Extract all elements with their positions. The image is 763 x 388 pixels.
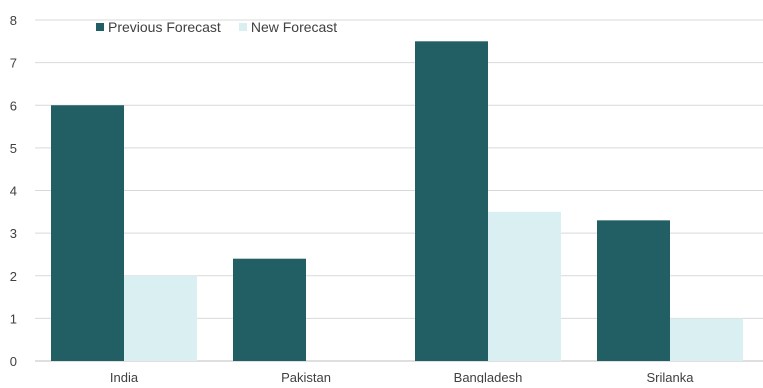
bar-previous-forecast-srilanka (597, 220, 670, 361)
x-axis-ticks: India Pakistan Bangladesh Srilanka (110, 370, 695, 385)
legend-swatch-previous-forecast (96, 23, 104, 31)
y-tick-label: 5 (10, 141, 17, 156)
y-tick-label: 8 (10, 13, 17, 28)
legend-label-previous-forecast: Previous Forecast (108, 19, 221, 35)
x-tick-label: Srilanka (647, 370, 695, 383)
bar-new-forecast-india (124, 275, 197, 361)
bars (51, 41, 743, 361)
y-tick-label: 0 (10, 354, 17, 369)
legend-swatch-new-forecast (238, 23, 247, 31)
y-tick-label: 1 (10, 311, 17, 326)
bar-new-forecast-bangladesh (488, 211, 561, 361)
y-tick-label: 6 (10, 98, 17, 113)
y-tick-label: 7 (10, 56, 17, 71)
bar-previous-forecast-pakistan (233, 258, 306, 361)
y-axis-ticks: 0 1 2 3 4 5 6 7 8 (10, 13, 17, 369)
legend-label-new-forecast: New Forecast (250, 19, 338, 35)
legend-item-new-forecast: New Forecast (238, 19, 338, 35)
x-tick-label: India (110, 370, 139, 383)
legend: Previous Forecast New Forecast (96, 19, 355, 35)
x-tick-label: Pakistan (281, 370, 331, 383)
y-tick-label: 3 (10, 226, 17, 241)
bar-previous-forecast-bangladesh (415, 41, 488, 361)
legend-item-previous-forecast: Previous Forecast (96, 19, 221, 35)
y-tick-label: 2 (10, 269, 17, 284)
x-tick-label: Bangladesh (454, 370, 523, 383)
bar-previous-forecast-india (51, 105, 124, 361)
y-tick-label: 4 (10, 184, 17, 199)
bar-new-forecast-srilanka (670, 318, 743, 361)
